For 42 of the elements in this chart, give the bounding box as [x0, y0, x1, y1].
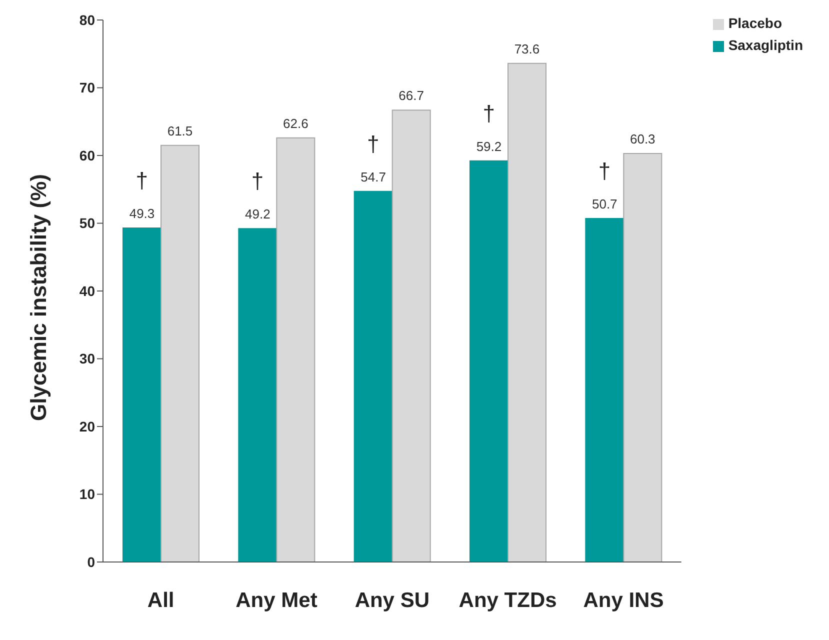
x-tick-label: All	[147, 588, 174, 612]
annotation: †	[251, 168, 264, 194]
bar	[122, 227, 162, 562]
bar	[507, 62, 546, 562]
data-label: 50.7	[592, 196, 618, 212]
data-label: 61.5	[167, 123, 193, 138]
data-label: 73.6	[514, 41, 540, 56]
y-tick-label: 20	[79, 418, 96, 434]
x-tick-label: Any Met	[236, 588, 318, 612]
annotation: †	[136, 168, 148, 193]
bar	[160, 144, 200, 562]
bar	[585, 218, 624, 562]
y-tick-label: 60	[79, 147, 96, 164]
y-tick-label: 50	[79, 215, 96, 232]
x-tick-label: Any TZDs	[458, 588, 557, 612]
bar	[276, 137, 316, 562]
x-tick-label: Any SU	[354, 588, 430, 612]
legend-label: Saxagliptin	[728, 37, 803, 53]
data-label: 60.3	[630, 131, 656, 146]
y-tick-label: 0	[87, 554, 96, 570]
y-axis-title: Glycemic instability (%)	[26, 174, 51, 421]
bar	[238, 228, 278, 562]
bar	[392, 110, 431, 562]
y-tick-label: 40	[79, 282, 96, 299]
data-label: 62.6	[283, 116, 308, 131]
annotation: †	[367, 131, 380, 156]
bar	[354, 190, 393, 562]
legend-label: Placebo	[728, 15, 782, 31]
data-label: 54.7	[360, 169, 386, 184]
annotation: †	[598, 158, 611, 184]
annotation: †	[482, 100, 495, 126]
data-label: 49.2	[245, 206, 270, 222]
data-label: 49.3	[129, 206, 155, 221]
data-label: 59.2	[476, 138, 502, 154]
x-tick-label: Any INS	[583, 588, 664, 612]
bar	[469, 160, 508, 562]
y-tick-label: 30	[79, 350, 96, 367]
y-tick-label: 80	[79, 12, 96, 28]
y-tick-label: 70	[79, 80, 96, 96]
bar	[623, 152, 662, 562]
data-label: 66.7	[398, 88, 424, 104]
y-tick-label: 10	[79, 486, 96, 502]
